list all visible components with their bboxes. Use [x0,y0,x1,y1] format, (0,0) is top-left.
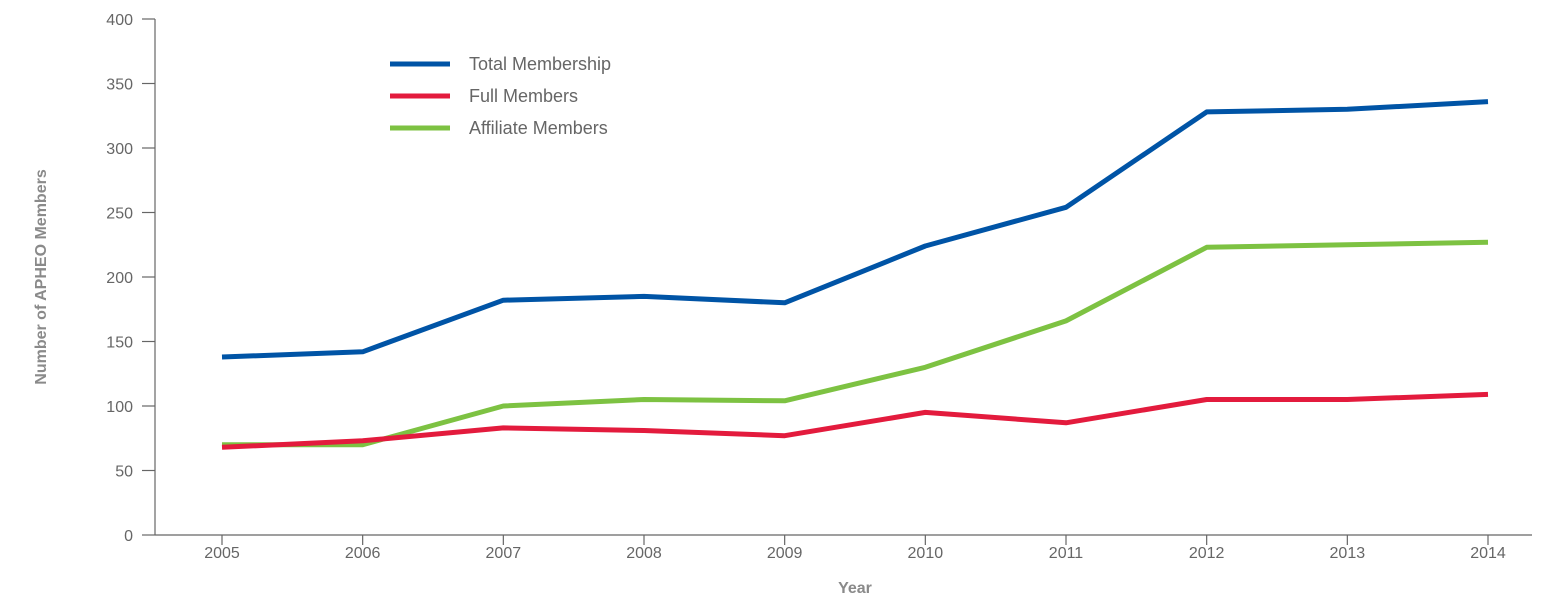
x-tick-label: 2007 [486,545,522,562]
x-tick-label: 2008 [626,545,662,562]
y-tick-label: 150 [106,335,133,352]
y-tick-label: 200 [106,270,133,287]
series-lines [221,99,1489,450]
x-tick-label: 2014 [1470,545,1506,562]
x-axis-ticks: 2005 2006 2007 2008 2009 2010 2011 2012 2013 2014 [204,535,1506,562]
x-tick-label: 2009 [767,545,803,562]
legend: Total Membership Full Members Affiliate Me… [390,54,611,138]
x-tick-label: 2010 [908,545,944,562]
y-tick-label: 50 [115,464,133,481]
y-tick-label: 350 [106,77,133,94]
legend-label-affiliate-members: Affiliate Members [469,118,608,138]
y-tick-label: 300 [106,141,133,158]
y-tick-label: 100 [106,399,133,416]
x-tick-label: 2006 [345,545,381,562]
legend-label-full-members: Full Members [469,86,578,106]
x-axis-title: Year [838,580,872,595]
y-axis-title: Number of APHEO Members [33,169,50,385]
y-axis-ticks: 0 50 100 150 200 250 300 350 400 [106,12,155,545]
y-tick-label: 0 [124,528,133,545]
y-tick-label: 250 [106,206,133,223]
x-tick-label: 2005 [204,545,240,562]
legend-label-total-membership: Total Membership [469,54,611,74]
x-tick-label: 2013 [1330,545,1366,562]
y-tick-label: 400 [106,12,133,29]
x-tick-label: 2011 [1049,545,1084,562]
series-line-total-membership [221,99,1489,360]
series-line-affiliate-members [222,239,1489,448]
series-line-full-members [221,391,1489,450]
x-tick-label: 2012 [1189,545,1225,562]
